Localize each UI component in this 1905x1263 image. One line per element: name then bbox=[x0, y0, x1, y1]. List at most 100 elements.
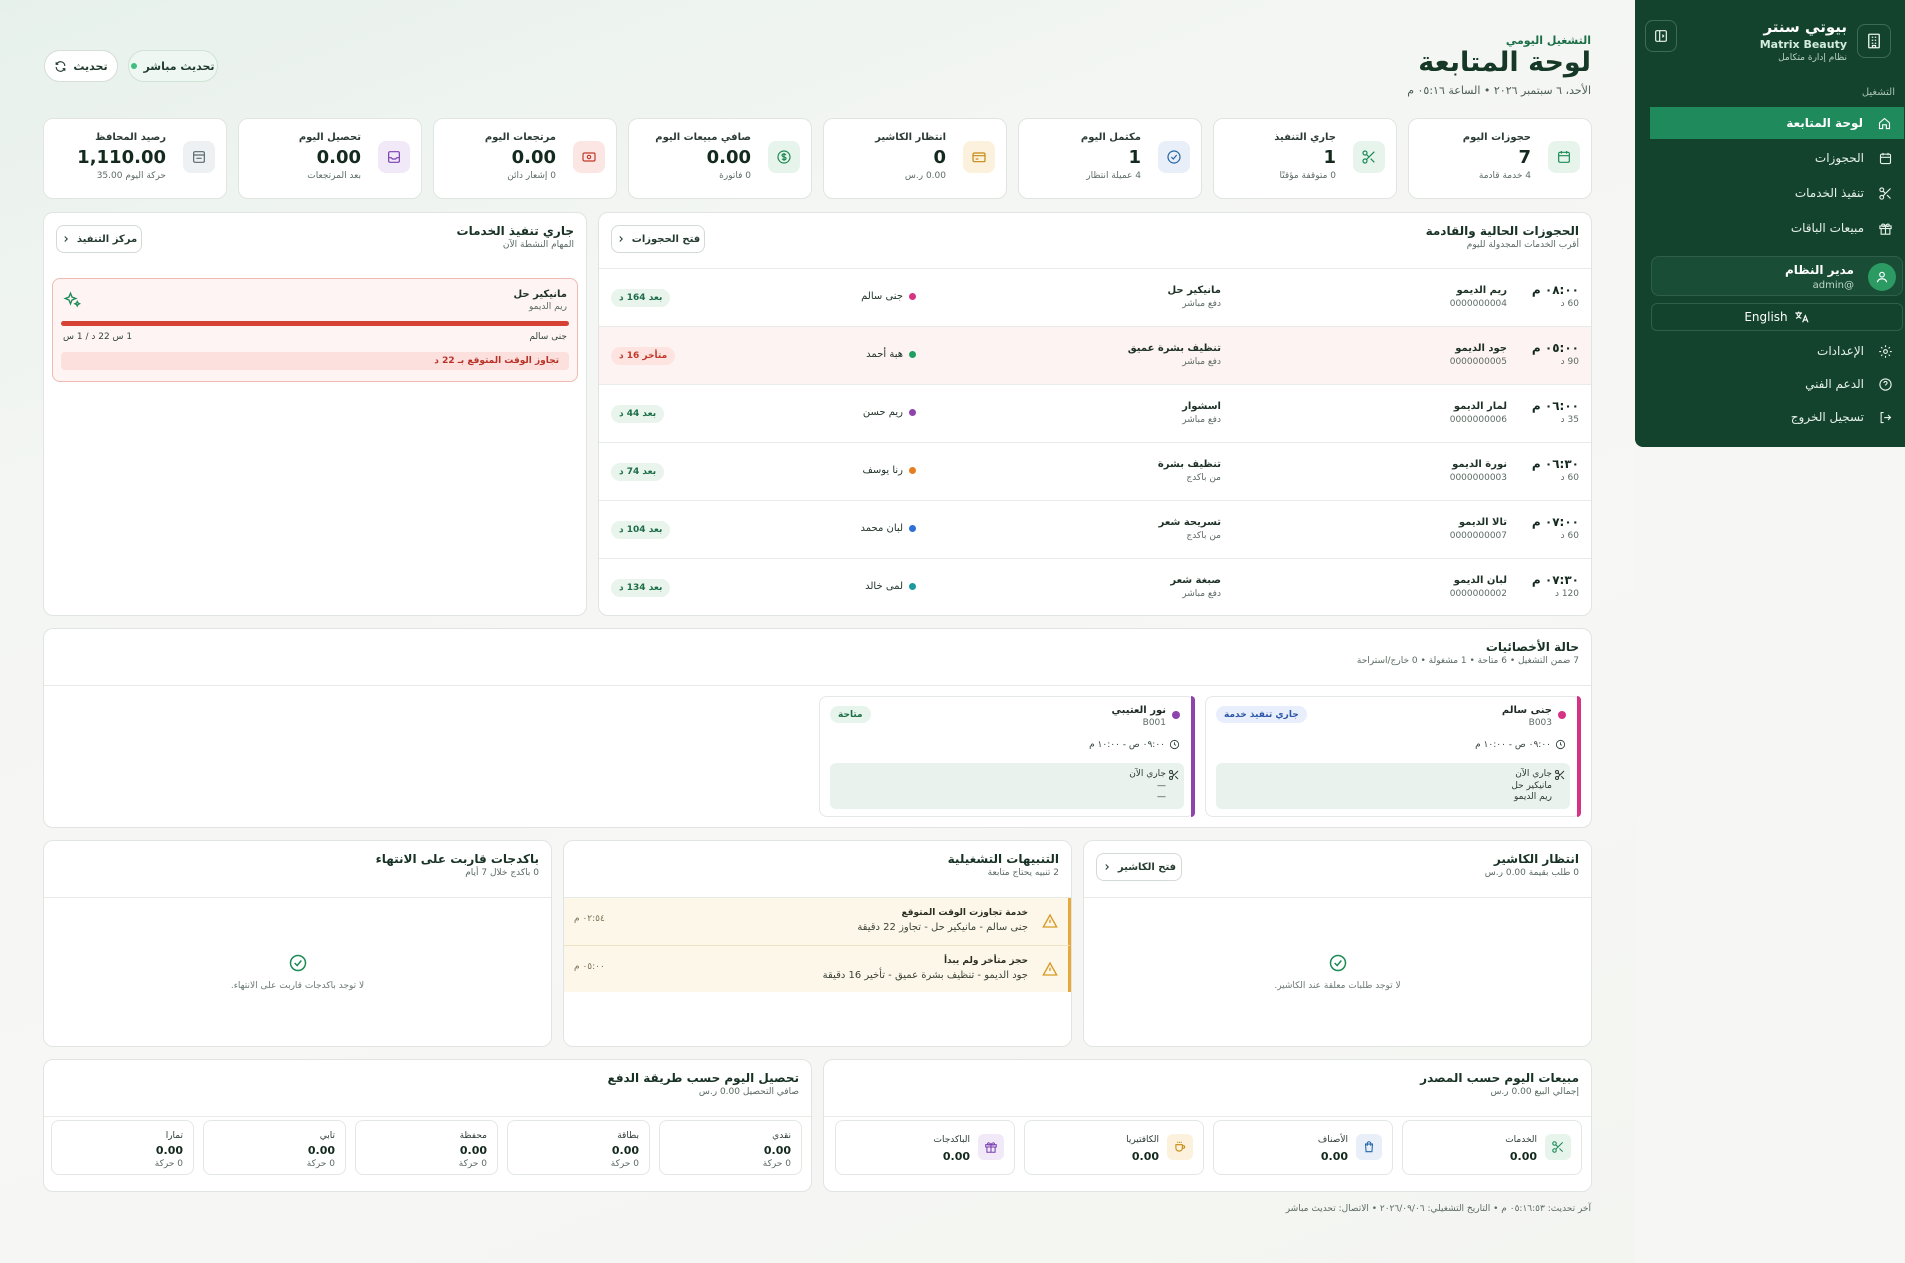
kpi-card: مكتمل اليوم 1 4 عميلة انتظار bbox=[1018, 118, 1202, 199]
inbox-icon bbox=[388, 151, 400, 163]
booking-row[interactable]: ٠٨:٠٠ م 60 د ريم الديمو 0000000004 مانيكير ح… bbox=[599, 268, 1591, 326]
booking-employee: ريم حسن bbox=[863, 407, 916, 418]
sales-source-card: الباكدجات 0.00 bbox=[835, 1120, 1015, 1175]
sidebar-item-settings[interactable]: الإعدادات bbox=[1655, 335, 1905, 367]
booking-payment-type: دفع مباشر bbox=[1182, 299, 1221, 309]
kpi-value: 7 bbox=[1518, 147, 1531, 168]
running-subtitle: المهام النشطة الآن bbox=[502, 240, 574, 250]
booking-row[interactable]: ٠٧:٣٠ م 120 د لبان الديمو 0000000002 صبغة شع… bbox=[599, 558, 1591, 616]
sidebar-item-dashboard[interactable]: لوحة المتابعة bbox=[1650, 107, 1904, 139]
divider bbox=[44, 1116, 811, 1117]
sidebar-item-label: الحجوزات bbox=[1814, 151, 1864, 165]
payment-method-count: 0 حركة bbox=[458, 1159, 487, 1169]
payment-method-value: 0.00 bbox=[155, 1144, 183, 1157]
alert-item[interactable]: خدمة تجاوزت الوقت المتوقع جنى سالم - ماني… bbox=[564, 898, 1071, 945]
running-progress-bar bbox=[61, 321, 569, 326]
kpi-value: 1 bbox=[1128, 147, 1141, 168]
specialist-card[interactable]: نور العتيبي B001 متاحة ٠٩:٠٠ ص - ١٠:٠٠ م جار… bbox=[819, 696, 1195, 817]
warning-icon bbox=[1042, 913, 1058, 928]
specialists-subtitle: 7 ضمن التشغيل • 6 متاحة • 1 مشغولة • 0 خ… bbox=[1356, 656, 1579, 666]
sidebar-item-services[interactable]: تنفيذ الخدمات bbox=[1655, 177, 1905, 209]
sidebar-item-logout[interactable]: تسجيل الخروج bbox=[1655, 401, 1905, 433]
booking-employee: جنى سالم bbox=[861, 291, 916, 302]
packages-subtitle: 0 باكدج خلال 7 أيام bbox=[465, 868, 539, 878]
live-label: تحديث مباشر bbox=[143, 59, 215, 73]
booking-status-badge: بعد 164 د bbox=[611, 289, 671, 307]
specialist-accent bbox=[1577, 696, 1581, 817]
kpi-title: حجوزات اليوم bbox=[1462, 132, 1531, 143]
specialist-hours: ٠٩:٠٠ ص - ١٠:٠٠ م bbox=[1475, 739, 1566, 750]
booking-time: ٠٧:٠٠ م bbox=[1531, 515, 1579, 529]
alert-detail: جنى سالم - مانيكير حل - تجاوز 22 دقيقة bbox=[857, 922, 1028, 933]
kpi-subtext: بعد المرتجعات bbox=[307, 171, 361, 181]
booking-service: تنظيف بشرة عميق bbox=[1127, 343, 1221, 354]
booking-time: ٠٥:٠٠ م bbox=[1531, 341, 1579, 355]
booking-client-code: 0000000002 bbox=[1449, 589, 1507, 599]
booking-row[interactable]: ٠٦:٣٠ م 60 د نورة الديمو 0000000003 تنظيف بش… bbox=[599, 442, 1591, 500]
refresh-button[interactable]: تحديث bbox=[44, 50, 118, 82]
calendar-icon bbox=[1558, 151, 1570, 163]
open-bookings-label: فتح الحجوزات bbox=[631, 233, 701, 245]
sales-source-label: الكافتيريا bbox=[1126, 1135, 1159, 1145]
bag-icon bbox=[1364, 1141, 1374, 1153]
sidebar-item-packages[interactable]: مبيعات الباقات bbox=[1655, 212, 1905, 244]
wallet-icon bbox=[193, 151, 205, 163]
scissors-icon bbox=[1555, 770, 1565, 780]
specialist-task-client: — bbox=[1157, 792, 1166, 802]
running-service-name: مانيكير حل bbox=[513, 289, 567, 300]
open-bookings-button[interactable]: فتح الحجوزات bbox=[611, 225, 705, 253]
brand-subtitle: Matrix Beauty bbox=[1759, 38, 1847, 51]
cashier-title: انتظار الكاشير bbox=[1493, 852, 1579, 866]
sales-source-label: الباكدجات bbox=[933, 1135, 971, 1145]
booking-time: ٠٦:٠٠ م bbox=[1531, 399, 1579, 413]
kpi-subtext: 4 خدمة قادمة bbox=[1478, 171, 1531, 181]
booking-row[interactable]: ٠٧:٠٠ م 60 د تالا الديمو 0000000007 تسريحة ش… bbox=[599, 500, 1591, 558]
scissors-icon bbox=[1362, 150, 1375, 164]
specialist-hours-text: ٠٩:٠٠ ص - ١٠:٠٠ م bbox=[1475, 739, 1551, 750]
booking-row[interactable]: ٠٦:٠٠ م 35 د لمار الديمو 0000000006 اسشوار دف… bbox=[599, 384, 1591, 442]
kpi-subtext: 4 عميلة انتظار bbox=[1086, 171, 1141, 181]
kpi-icon-badge bbox=[573, 141, 605, 173]
payment-method-value: 0.00 bbox=[611, 1144, 639, 1157]
kpi-value: 0.00 bbox=[511, 147, 556, 168]
sidebar-item-bookings[interactable]: الحجوزات bbox=[1655, 142, 1905, 174]
open-cashier-button[interactable]: فتح الكاشير bbox=[1096, 853, 1182, 881]
specialist-code: B001 bbox=[1142, 718, 1166, 728]
running-services-panel: جاري تنفيذ الخدمات المهام النشطة الآن مر… bbox=[43, 212, 587, 616]
booking-employee-name: ريم حسن bbox=[862, 407, 903, 418]
user-profile[interactable]: مدير النظام @admin bbox=[1651, 256, 1903, 296]
kpi-card: رصيد المحافظ 1,110.00 حركة اليوم 35.00 bbox=[43, 118, 227, 199]
booking-status-badge: بعد 104 د bbox=[611, 521, 671, 539]
booking-row[interactable]: ٠٥:٠٠ م 90 د جود الديمو 0000000005 تنظيف بشر… bbox=[599, 326, 1591, 384]
alert-time: ٠٥:٠٠ م bbox=[574, 962, 605, 972]
expiring-packages-panel: باكدجات قاربت على الانتهاء 0 باكدج خلال … bbox=[43, 840, 552, 1047]
live-update-button[interactable]: تحديث مباشر bbox=[128, 50, 218, 82]
footer-status: آخر تحديث: ٠٥:١٦:٥٣ م • التاريخ التشغيلي… bbox=[1285, 1204, 1591, 1214]
booking-status-badge: بعد 44 د bbox=[611, 405, 665, 423]
execution-center-button[interactable]: مركز التنفيذ bbox=[56, 225, 142, 253]
sidebar-item-support[interactable]: الدعم الفني bbox=[1655, 368, 1905, 400]
sidebar-item-label: تسجيل الخروج bbox=[1790, 410, 1864, 424]
alerts-panel: التنبيهات التشغيلية 2 تنبيه يحتاج متابعة… bbox=[563, 840, 1072, 1047]
sales-source-label: الخدمات bbox=[1505, 1135, 1537, 1145]
collection-subtitle: صافي التحصيل 0.00 ر.س bbox=[698, 1087, 799, 1097]
language-toggle-button[interactable]: English bbox=[1651, 303, 1903, 331]
sidebar-collapse-button[interactable] bbox=[1645, 20, 1677, 52]
booking-time: ٠٨:٠٠ م bbox=[1531, 283, 1579, 297]
kpi-value: 0.00 bbox=[706, 147, 751, 168]
brand-name: بيوتي سنتر bbox=[1763, 18, 1847, 36]
payment-method-label: محفظة bbox=[459, 1131, 487, 1141]
kpi-icon-badge bbox=[378, 141, 410, 173]
sidebar-item-label: الإعدادات bbox=[1817, 344, 1864, 358]
help-icon bbox=[1879, 377, 1892, 391]
alert-title: حجز متأخر ولم يبدأ bbox=[943, 956, 1028, 966]
sales-source-card: الكافتيريا 0.00 bbox=[1024, 1120, 1204, 1175]
kpi-subtext: 0 فاتورة bbox=[719, 171, 751, 181]
divider bbox=[824, 1116, 1591, 1117]
kpi-icon-badge bbox=[1158, 141, 1190, 173]
alert-item[interactable]: حجز متأخر ولم يبدأ جود الديمو - تنظيف بشر… bbox=[564, 945, 1071, 992]
specialist-card[interactable]: جنى سالم B003 جاري تنفيذ خدمة ٠٩:٠٠ ص - ١٠:… bbox=[1205, 696, 1581, 817]
booking-employee-name: جنى سالم bbox=[861, 291, 903, 302]
kpi-value: 0 bbox=[933, 147, 946, 168]
running-service-card[interactable]: مانيكير حل ريم الديمو جنى سالم 1 س 22 د … bbox=[52, 278, 578, 382]
